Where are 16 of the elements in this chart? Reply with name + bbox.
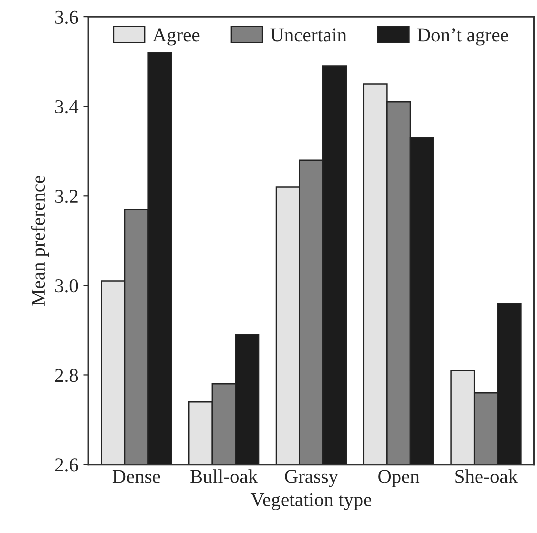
legend-label: Uncertain [270, 28, 347, 42]
x-tick-label: Open [378, 470, 420, 488]
x-axis-title: Vegetation type [250, 493, 372, 510]
x-tick-label: Dense [112, 470, 160, 484]
y-tick-label: 2.6 [55, 458, 78, 472]
x-tick-label: She-oak [456, 470, 518, 484]
y-tick-label: 2.8 [55, 369, 78, 382]
y-tick-label: 3.4 [56, 100, 79, 114]
x-tick-label: Bull-oak [190, 470, 258, 484]
y-tick-label: 3.2 [56, 190, 78, 204]
y-tick-label: 3.0 [56, 280, 78, 293]
legend-label: Agree [153, 28, 200, 46]
legend-label: Don’t agree [418, 28, 508, 46]
x-tick-label: Grassy [285, 470, 338, 488]
y-axis-title: Mean preference [31, 176, 50, 306]
y-tick-label: 3.6 [56, 10, 78, 24]
